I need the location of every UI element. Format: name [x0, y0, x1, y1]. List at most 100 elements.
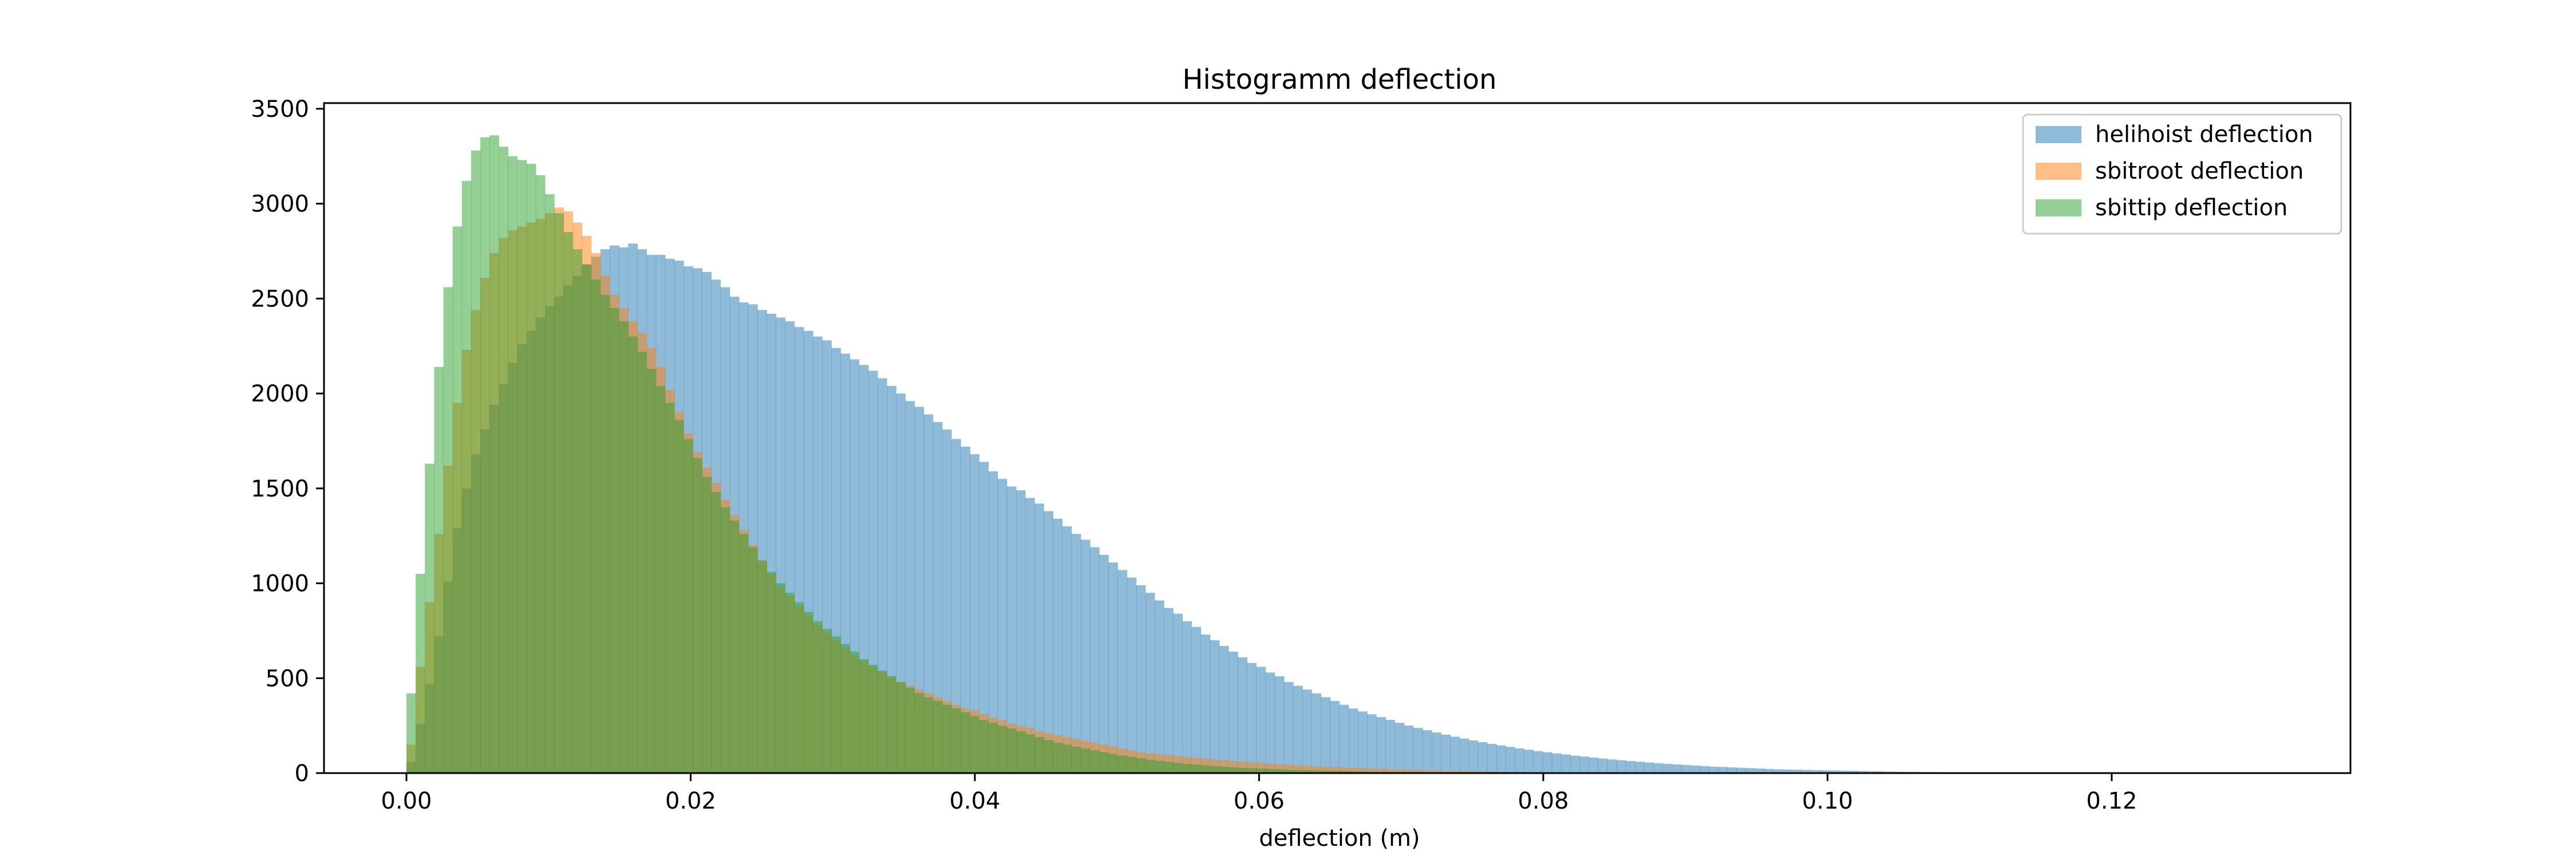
histogram-bar — [1044, 511, 1054, 773]
histogram-bar — [1367, 769, 1377, 773]
histogram-bar — [951, 708, 961, 773]
x-tick-label: 0.04 — [949, 788, 1000, 814]
histogram-bar — [702, 476, 712, 773]
y-tick-label: 1000 — [251, 571, 309, 597]
histogram-bar — [1173, 763, 1183, 773]
histogram-bar — [738, 534, 749, 773]
legend-entries: helihoist deflection sbitroot deflection s… — [2036, 121, 2313, 221]
histogram-bar — [1542, 752, 1552, 773]
histogram-bar — [1579, 756, 1589, 773]
histogram-bar — [619, 321, 629, 773]
histogram-bar — [1551, 753, 1562, 773]
histogram-bar — [1210, 766, 1220, 773]
histogram-bar — [1044, 740, 1054, 773]
histogram-bar — [1283, 681, 1294, 773]
histogram-bar — [628, 336, 638, 773]
histogram-bar — [1339, 771, 1349, 773]
y-tick-label: 2500 — [251, 286, 309, 312]
histogram-bar — [1330, 701, 1340, 773]
histogram-bar — [850, 651, 860, 773]
histogram-bar — [729, 521, 740, 773]
histogram-bar — [961, 712, 970, 773]
histogram-bar — [748, 547, 758, 773]
histogram-bar — [563, 232, 574, 773]
histogram-bar — [1155, 761, 1164, 773]
x-axis: 0.00 0.02 0.04 0.06 0.08 0.10 0.12 — [381, 773, 2137, 814]
histogram-bar — [822, 629, 832, 773]
histogram-bar — [1117, 755, 1128, 773]
histogram-bar — [1108, 562, 1119, 773]
histogram-bar — [1099, 554, 1109, 773]
histogram-bar — [1090, 750, 1100, 773]
histogram-bar — [1607, 759, 1617, 773]
histogram-bar — [1062, 526, 1072, 773]
histogram-bar — [933, 421, 943, 773]
histogram-bar — [859, 659, 869, 773]
histogram-bar — [535, 175, 546, 774]
histogram-bar — [1071, 534, 1081, 773]
histogram-bar — [1016, 731, 1026, 773]
legend-swatch — [2036, 126, 2081, 143]
histogram-bar — [1432, 732, 1441, 773]
histogram-bar — [1265, 769, 1275, 773]
histogram-bar — [1274, 676, 1285, 773]
histogram-bar — [693, 458, 702, 773]
histogram-bar — [1302, 689, 1312, 773]
histogram-bar — [1228, 651, 1238, 773]
histogram-bar — [1394, 770, 1405, 773]
histogram-bar — [461, 180, 472, 773]
histogram-bar — [1616, 760, 1626, 773]
histogram-bar — [434, 367, 444, 773]
histogram-bar — [1256, 667, 1266, 773]
histogram-bar — [961, 446, 970, 773]
histogram-bar — [674, 420, 684, 773]
histogram-bar — [720, 507, 730, 773]
histogram-bar — [1847, 771, 1857, 773]
histogram-bar — [933, 701, 943, 773]
histogram-bar — [1228, 767, 1238, 773]
histogram-bar — [637, 352, 647, 773]
histogram-bar — [1321, 697, 1331, 773]
histogram-bar — [803, 612, 813, 773]
histogram-bar — [1644, 762, 1654, 773]
histogram-bar — [1745, 768, 1756, 773]
histogram-bar — [545, 194, 555, 774]
histogram-bar — [1062, 744, 1072, 773]
histogram-bar — [794, 602, 804, 773]
histogram-bar — [1413, 770, 1423, 773]
histogram-bar — [1404, 726, 1414, 773]
histogram-bar — [1034, 737, 1044, 773]
histogram-bar — [1311, 766, 1322, 773]
bars-layer — [406, 135, 2051, 774]
histogram-bar — [840, 644, 851, 773]
histogram-bar — [517, 160, 527, 774]
histogram-bar — [1755, 769, 1765, 773]
histogram-bar — [1487, 743, 1497, 773]
y-tick-label: 1500 — [251, 476, 309, 502]
histogram-bar — [1053, 518, 1063, 773]
histogram-bar — [1681, 765, 1691, 773]
histogram-bar — [1321, 770, 1331, 773]
histogram-bar — [1533, 751, 1543, 773]
histogram-bar — [1293, 685, 1303, 773]
histogram-bar — [1191, 765, 1202, 773]
histogram-bar — [1025, 734, 1035, 773]
histogram-bar — [785, 593, 795, 773]
histogram-bar — [914, 407, 924, 773]
histogram-bar — [665, 403, 675, 773]
histogram-bar — [1810, 770, 1820, 773]
histogram-bar — [508, 156, 518, 773]
histogram-bar — [1432, 770, 1441, 773]
histogram-bar — [887, 676, 896, 773]
histogram-bar — [1117, 570, 1128, 773]
histogram-bar — [905, 401, 915, 773]
histogram-bar — [416, 573, 425, 773]
histogram-bar — [1127, 577, 1137, 773]
plot-frame — [323, 102, 2352, 774]
histogram-bar — [1136, 585, 1146, 773]
histogram-bar — [1080, 539, 1091, 773]
histogram-bar — [1524, 750, 1534, 773]
histogram-bar — [1828, 770, 1839, 773]
histogram-bar — [406, 693, 416, 773]
